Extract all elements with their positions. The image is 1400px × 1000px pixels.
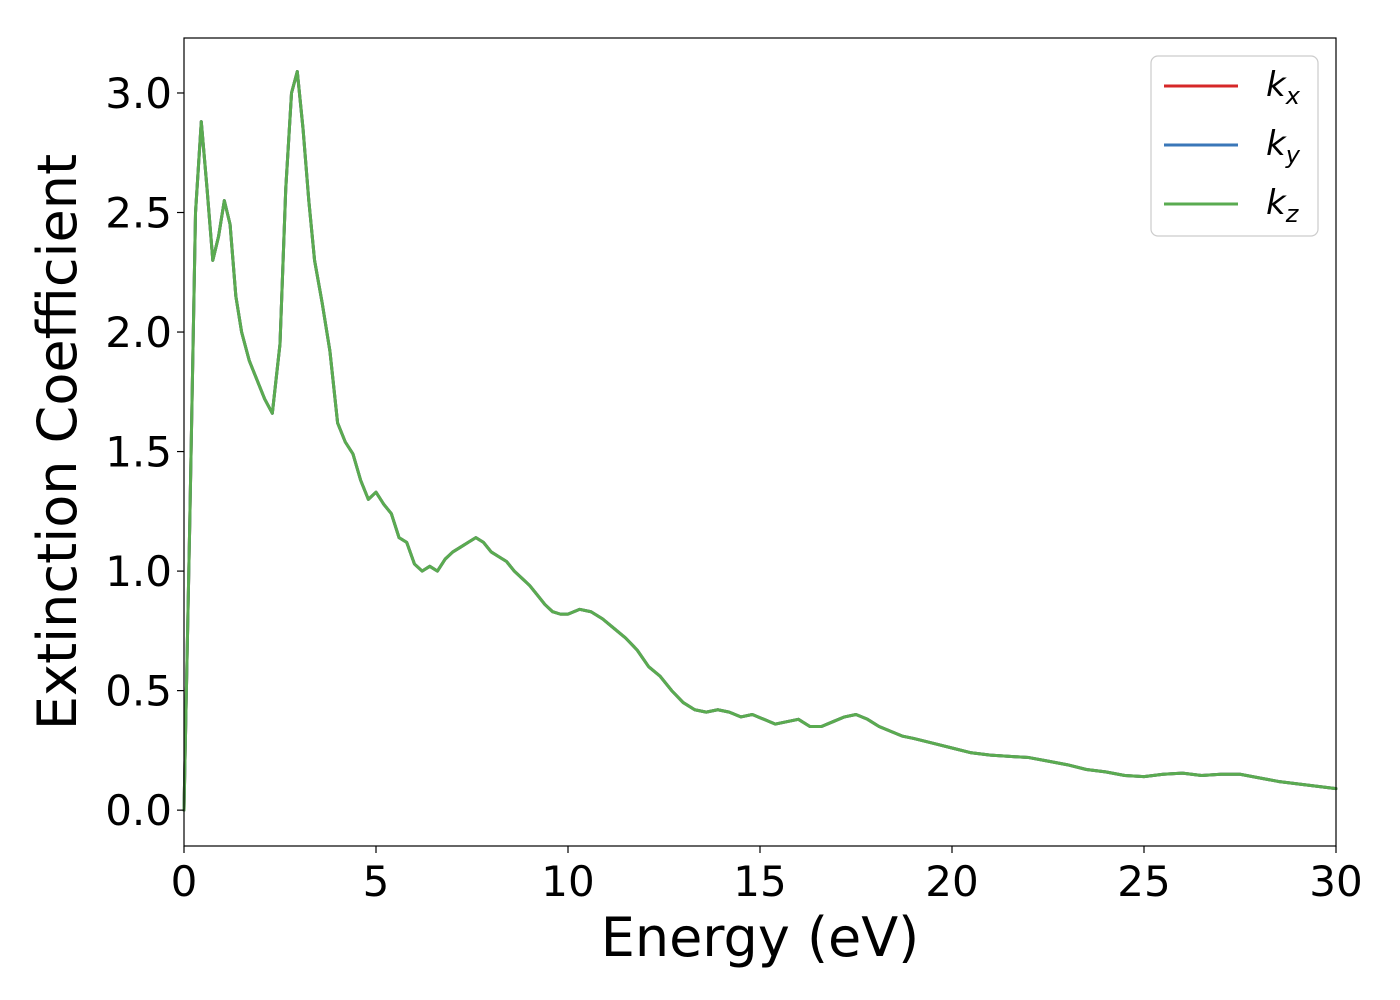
y-tick-label: 1.5 — [105, 428, 172, 477]
legend-label-subscript: y — [1285, 141, 1301, 169]
series-layer — [182, 69, 1338, 812]
x-axis-title: Energy (eV) — [601, 906, 920, 969]
y-tick-label: 2.5 — [105, 189, 172, 238]
y-axis-title: Extinction Coefficient — [26, 154, 89, 730]
legend-label-z: kz — [1266, 183, 1300, 228]
legend-label-x: kx — [1266, 65, 1301, 110]
y-tick-label: 3.0 — [105, 69, 172, 118]
x-tick-label: 0 — [171, 857, 198, 906]
legend-label-y: ky — [1266, 124, 1301, 169]
x-tick-label: 5 — [363, 857, 390, 906]
legend-label-subscript: x — [1285, 82, 1301, 110]
series-line-z — [182, 69, 1338, 812]
legend-label-main: k — [1266, 65, 1287, 105]
legend-label-main: k — [1266, 124, 1287, 164]
x-axis-ticks: 0 5 10 15 20 25 30 — [171, 846, 1363, 906]
y-tick-label: 2.0 — [105, 308, 172, 357]
y-tick-label: 0.5 — [105, 667, 172, 716]
x-tick-label: 10 — [541, 857, 594, 906]
y-axis-ticks: 0.0 0.5 1.0 1.5 2.0 2.5 3.0 — [105, 69, 184, 835]
legend-label-main: k — [1266, 183, 1287, 223]
y-tick-label: 1.0 — [105, 547, 172, 596]
x-tick-label: 25 — [1117, 857, 1170, 906]
y-tick-label: 0.0 — [105, 786, 172, 835]
legend-label-subscript: z — [1285, 200, 1300, 228]
x-tick-label: 30 — [1309, 857, 1362, 906]
x-tick-label: 15 — [733, 857, 786, 906]
x-tick-label: 20 — [925, 857, 978, 906]
